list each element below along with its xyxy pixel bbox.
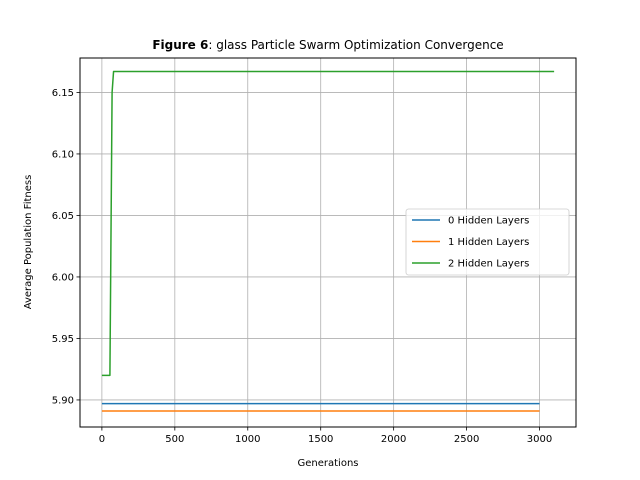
x-tick-label: 0 xyxy=(99,434,105,445)
ticks: 0 500 1000 1500 2000 2500 3000 5.90 5.95 6.00 6.05… xyxy=(52,88,553,445)
y-tick-label: 6.15 xyxy=(52,88,74,99)
y-tick-label: 6.10 xyxy=(52,149,74,160)
x-tick-label: 1500 xyxy=(308,434,333,445)
chart-title-bold: Figure 6 xyxy=(152,38,208,52)
chart-title: Figure 6: glass Particle Swarm Optimizat… xyxy=(152,38,503,52)
chart-title-rest: : glass Particle Swarm Optimization Conv… xyxy=(208,38,503,52)
x-tick-label: 3000 xyxy=(527,434,552,445)
x-tick-label: 2500 xyxy=(454,434,479,445)
legend: 0 Hidden Layers 1 Hidden Layers 2 Hidden L… xyxy=(405,208,570,276)
series-line-2 xyxy=(101,70,555,377)
x-tick-label: 1000 xyxy=(235,434,260,445)
series-layer xyxy=(101,70,555,412)
y-tick-label: 5.95 xyxy=(52,334,74,345)
y-tick-label: 6.00 xyxy=(52,272,74,283)
x-axis-label: Generations xyxy=(298,458,359,469)
x-tick-label: 500 xyxy=(165,434,184,445)
axes-frame xyxy=(79,57,577,428)
x-tick-label: 2000 xyxy=(381,434,406,445)
legend-label-0: 0 Hidden Layers xyxy=(448,216,529,227)
y-tick-label: 5.90 xyxy=(52,395,74,406)
legend-box xyxy=(405,208,570,276)
legend-label-2: 2 Hidden Layers xyxy=(448,259,529,270)
y-axis-label: Average Population Fitness xyxy=(23,175,34,310)
legend-label-1: 1 Hidden Layers xyxy=(448,237,529,248)
y-tick-label: 6.05 xyxy=(52,211,74,222)
